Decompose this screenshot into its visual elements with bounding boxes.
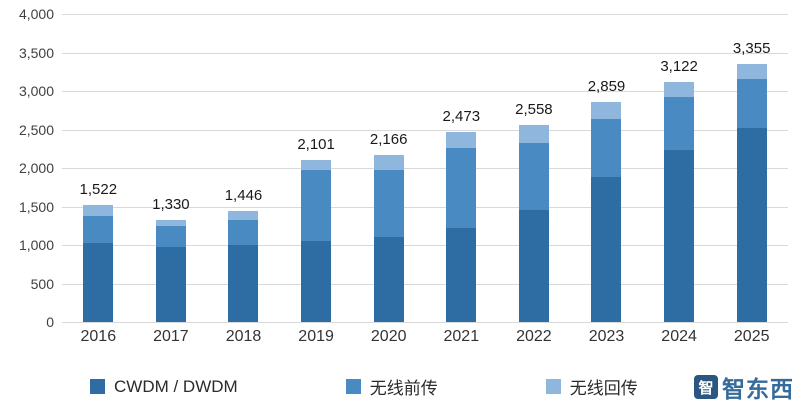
bar-segment-wireless-fronthaul bbox=[518, 142, 549, 211]
bar-segment-wireless-backhaul bbox=[83, 204, 114, 216]
bar-segment-cwdm-dwdm bbox=[155, 246, 186, 322]
x-axis-tick-label: 2019 bbox=[298, 328, 334, 345]
x-axis-tick-label: 2022 bbox=[516, 328, 552, 345]
y-axis-tick-label: 3,500 bbox=[18, 44, 54, 61]
y-axis: 0 500 1,000 1,500 2,000 2,500 3,000 3,500 4,000 bbox=[0, 0, 56, 412]
bar-segment-cwdm-dwdm bbox=[736, 127, 767, 322]
bar-group-2020: 2,166 bbox=[352, 14, 425, 322]
bar-segment-wireless-backhaul bbox=[664, 81, 695, 98]
bar-segment-wireless-fronthaul bbox=[664, 97, 695, 151]
bar-segment-wireless-fronthaul bbox=[228, 219, 259, 245]
bar-segment-wireless-backhaul bbox=[373, 155, 404, 170]
bar-total-label: 1,446 bbox=[224, 186, 263, 204]
bar-segment-cwdm-dwdm bbox=[591, 177, 622, 322]
y-axis-tick-label: 2,500 bbox=[18, 121, 54, 138]
bar-group-2022: 2,558 bbox=[498, 14, 571, 322]
legend-item-cwdm-dwdm: CWDM / DWDM bbox=[90, 377, 238, 397]
legend-label-cwdm-dwdm: CWDM / DWDM bbox=[114, 376, 238, 396]
gridline bbox=[62, 91, 788, 92]
gridline bbox=[62, 52, 788, 54]
y-axis-tick-label: 1,500 bbox=[18, 198, 54, 215]
bar-total-label: 3,355 bbox=[732, 39, 771, 57]
bar-total-label: 1,522 bbox=[79, 180, 118, 198]
x-axis-tick-label: 2020 bbox=[370, 328, 407, 345]
bar-segment-wireless-fronthaul bbox=[155, 225, 186, 247]
bar-total-label: 1,330 bbox=[152, 195, 190, 213]
bar-segment-wireless-backhaul bbox=[736, 63, 767, 79]
legend: CWDM / DWDM 无线前传 无线回传 bbox=[90, 374, 750, 399]
x-axis-tick-label: 2024 bbox=[661, 328, 697, 345]
legend-swatch-cwdm-dwdm bbox=[90, 379, 105, 394]
x-axis-tick-label: 2025 bbox=[733, 328, 770, 345]
bar-segment-wireless-fronthaul bbox=[373, 169, 404, 238]
bar-segment-wireless-backhaul bbox=[155, 219, 186, 226]
gridline bbox=[62, 283, 788, 285]
gridline bbox=[62, 129, 788, 131]
y-axis-tick-label: 1,000 bbox=[18, 237, 54, 253]
gridline bbox=[62, 245, 788, 246]
watermark-logo-icon: 智 bbox=[694, 375, 718, 399]
bar-segment-cwdm-dwdm bbox=[518, 210, 549, 322]
x-axis-tick-label: 2016 bbox=[80, 328, 117, 345]
bar-segment-cwdm-dwdm bbox=[446, 228, 477, 322]
bar-segment-wireless-fronthaul bbox=[591, 118, 622, 178]
bar-segment-wireless-fronthaul bbox=[736, 78, 767, 128]
gridline bbox=[62, 322, 788, 323]
bar-group-2023: 2,859 bbox=[570, 14, 643, 322]
plot-area: 1,522 1,330 1,446 2,101 2,166 2,473 2,558 2,859… bbox=[62, 14, 788, 323]
legend-label-wireless-backhaul: 无线回传 bbox=[569, 379, 638, 398]
gridline bbox=[62, 14, 788, 15]
bar-total-label: 2,473 bbox=[442, 107, 481, 125]
y-axis-tick-label: 4,000 bbox=[18, 6, 54, 22]
legend-swatch-wireless-backhaul bbox=[545, 379, 561, 394]
bar-total-label: 2,166 bbox=[369, 131, 408, 149]
bar-segment-cwdm-dwdm bbox=[228, 245, 259, 322]
bar-group-2017: 1,330 bbox=[135, 14, 208, 322]
y-axis-tick-label: 3,000 bbox=[18, 83, 54, 99]
bar-group-2024: 3,122 bbox=[643, 14, 716, 322]
bar-segment-cwdm-dwdm bbox=[301, 241, 332, 322]
bar-segment-wireless-fronthaul bbox=[446, 147, 477, 229]
legend-label-wireless-fronthaul: 无线前传 bbox=[369, 379, 438, 398]
bar-segment-cwdm-dwdm bbox=[373, 237, 404, 322]
watermark: 智 智东西 bbox=[694, 370, 794, 404]
legend-swatch-wireless-fronthaul bbox=[345, 379, 361, 394]
bar-segment-wireless-backhaul bbox=[518, 125, 549, 143]
bar-segment-wireless-backhaul bbox=[228, 210, 259, 220]
y-axis-tick-label: 500 bbox=[30, 275, 54, 292]
legend-item-wireless-fronthaul: 无线前传 bbox=[345, 374, 438, 399]
bar-segment-wireless-backhaul bbox=[301, 160, 332, 170]
x-axis-tick-label: 2017 bbox=[153, 328, 189, 345]
bar-group-2025: 3,355 bbox=[715, 14, 788, 322]
bar-segment-wireless-backhaul bbox=[591, 101, 622, 119]
x-axis-tick-label: 2018 bbox=[225, 328, 262, 345]
bar-segment-wireless-fronthaul bbox=[83, 215, 114, 244]
bar-total-label: 3,122 bbox=[660, 57, 698, 75]
y-axis-tick-label: 2,000 bbox=[18, 160, 54, 176]
bar-group-2016: 1,522 bbox=[62, 14, 135, 322]
y-axis-tick-label: 0 bbox=[46, 314, 54, 330]
bar-group-2018: 1,446 bbox=[207, 14, 280, 322]
bar-segment-wireless-fronthaul bbox=[301, 169, 332, 242]
bar-segment-wireless-backhaul bbox=[446, 131, 477, 148]
legend-item-wireless-backhaul: 无线回传 bbox=[545, 374, 638, 399]
bar-segment-cwdm-dwdm bbox=[83, 243, 114, 322]
x-axis-tick-label: 2023 bbox=[588, 328, 625, 345]
bar-total-label: 2,101 bbox=[297, 136, 335, 154]
gridline bbox=[62, 206, 788, 208]
x-axis-tick-label: 2021 bbox=[443, 328, 480, 345]
bar-total-label: 2,859 bbox=[587, 77, 626, 95]
bar-group-2021: 2,473 bbox=[425, 14, 498, 322]
bar-total-label: 2,558 bbox=[515, 101, 553, 119]
watermark-text: 智东西 bbox=[722, 376, 794, 402]
x-axis: 2016 2017 2018 2019 2020 2021 2022 2023 2024 2025 bbox=[62, 328, 788, 350]
bar-group-2019: 2,101 bbox=[280, 14, 353, 322]
gridline bbox=[62, 168, 788, 169]
bar-segment-cwdm-dwdm bbox=[664, 150, 695, 322]
